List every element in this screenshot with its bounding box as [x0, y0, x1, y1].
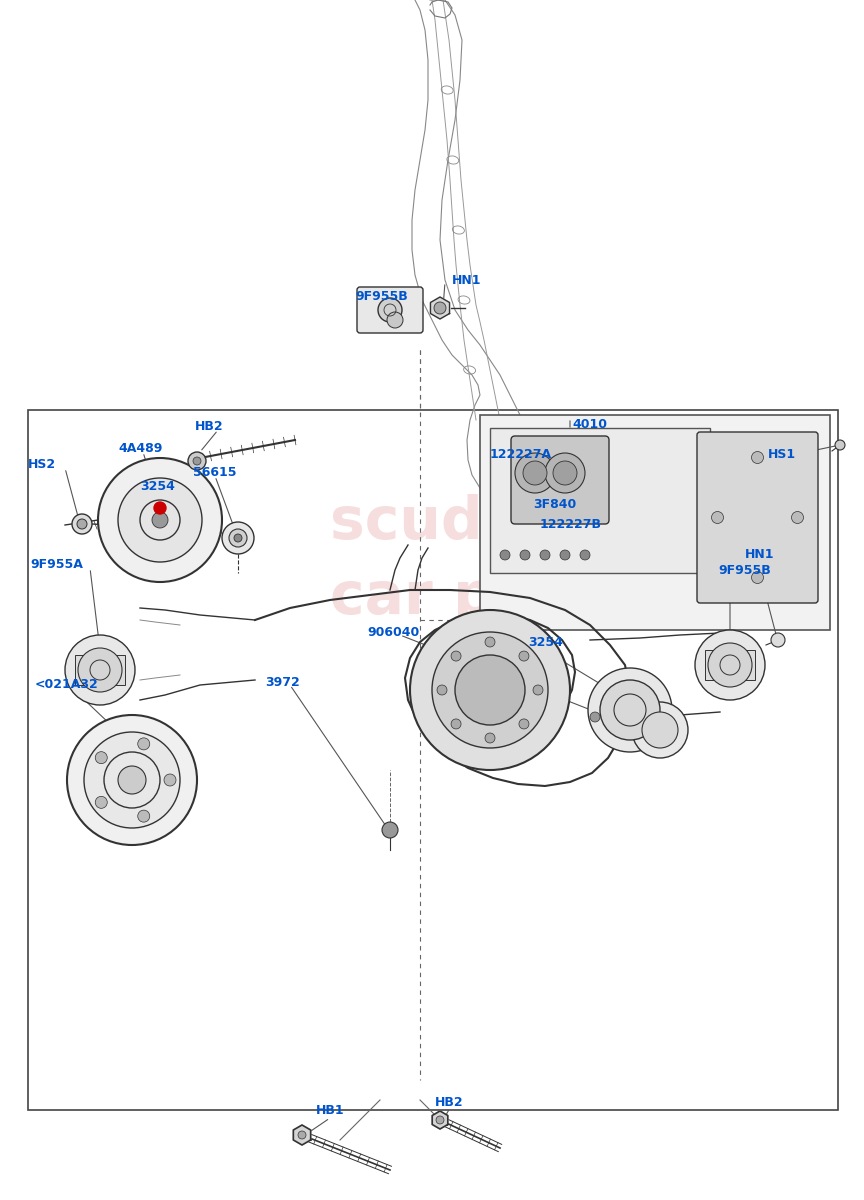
Text: HN1: HN1: [745, 548, 774, 562]
Bar: [75, 655, 125, 685]
Text: 56615: 56615: [193, 467, 237, 480]
Circle shape: [382, 822, 398, 838]
Circle shape: [65, 635, 135, 704]
Circle shape: [588, 668, 672, 752]
Circle shape: [188, 452, 206, 470]
Text: HB2: HB2: [435, 1096, 464, 1109]
Circle shape: [95, 797, 107, 809]
Circle shape: [98, 458, 222, 582]
Circle shape: [387, 312, 403, 328]
Text: 9F955B: 9F955B: [355, 290, 408, 304]
Text: 4A489: 4A489: [118, 442, 162, 455]
Polygon shape: [432, 1111, 448, 1129]
Circle shape: [118, 478, 202, 562]
Circle shape: [451, 719, 461, 728]
Circle shape: [752, 451, 764, 463]
Circle shape: [519, 652, 529, 661]
Text: <021A32: <021A32: [35, 678, 98, 691]
Circle shape: [711, 511, 723, 523]
Circle shape: [432, 632, 548, 748]
Circle shape: [485, 637, 495, 647]
Circle shape: [436, 1116, 444, 1124]
Circle shape: [519, 719, 529, 728]
Text: 3254: 3254: [140, 480, 175, 493]
Circle shape: [590, 712, 600, 722]
Circle shape: [708, 643, 752, 686]
Circle shape: [77, 518, 87, 529]
Circle shape: [642, 712, 678, 748]
Circle shape: [520, 550, 530, 560]
Text: 3F840: 3F840: [533, 498, 576, 511]
Text: 9F955B: 9F955B: [718, 564, 771, 576]
Circle shape: [222, 522, 254, 554]
Circle shape: [118, 766, 146, 794]
Circle shape: [451, 652, 461, 661]
Circle shape: [485, 733, 495, 743]
Circle shape: [540, 550, 550, 560]
Polygon shape: [430, 296, 449, 319]
Bar: [490, 428, 710, 572]
Circle shape: [164, 774, 176, 786]
Text: 3972: 3972: [265, 677, 300, 690]
Bar: [480, 415, 830, 630]
Text: HB1: HB1: [316, 1104, 345, 1116]
Circle shape: [298, 1130, 306, 1139]
Circle shape: [437, 685, 447, 695]
Circle shape: [229, 529, 247, 547]
Text: 122227A: 122227A: [490, 448, 552, 461]
Text: HS2: HS2: [28, 457, 56, 470]
Circle shape: [560, 550, 570, 560]
Circle shape: [545, 452, 585, 493]
Text: HB2: HB2: [195, 420, 224, 433]
Circle shape: [500, 550, 510, 560]
Circle shape: [84, 732, 180, 828]
Circle shape: [410, 610, 570, 770]
Circle shape: [580, 550, 590, 560]
Text: scuderia
car parts: scuderia car parts: [330, 494, 626, 626]
FancyBboxPatch shape: [511, 436, 609, 524]
Circle shape: [72, 514, 92, 534]
Circle shape: [455, 655, 525, 725]
Text: 4010: 4010: [572, 419, 607, 432]
Circle shape: [553, 461, 577, 485]
FancyBboxPatch shape: [357, 287, 423, 332]
Circle shape: [95, 751, 107, 763]
Circle shape: [137, 738, 149, 750]
Text: 3254: 3254: [528, 636, 562, 648]
Circle shape: [835, 440, 845, 450]
Bar: [705, 650, 755, 680]
Circle shape: [791, 511, 804, 523]
Bar: [28, 410, 838, 1110]
Circle shape: [600, 680, 660, 740]
Circle shape: [632, 702, 688, 758]
Circle shape: [434, 302, 446, 314]
Circle shape: [154, 502, 166, 514]
Circle shape: [378, 298, 402, 322]
Polygon shape: [294, 1126, 311, 1145]
FancyBboxPatch shape: [697, 432, 818, 602]
Text: 906040: 906040: [367, 625, 419, 638]
Circle shape: [78, 648, 122, 692]
Circle shape: [752, 571, 764, 583]
Circle shape: [523, 461, 547, 485]
Circle shape: [515, 452, 555, 493]
Circle shape: [234, 534, 242, 542]
Text: HN1: HN1: [452, 274, 481, 287]
Text: 122227B: 122227B: [540, 518, 602, 532]
Text: 9F955A: 9F955A: [30, 558, 83, 571]
Circle shape: [152, 512, 168, 528]
Circle shape: [695, 630, 765, 700]
Circle shape: [193, 457, 201, 464]
Circle shape: [533, 685, 543, 695]
Text: HS1: HS1: [768, 449, 796, 462]
Circle shape: [771, 634, 785, 647]
Circle shape: [67, 715, 197, 845]
Circle shape: [137, 810, 149, 822]
